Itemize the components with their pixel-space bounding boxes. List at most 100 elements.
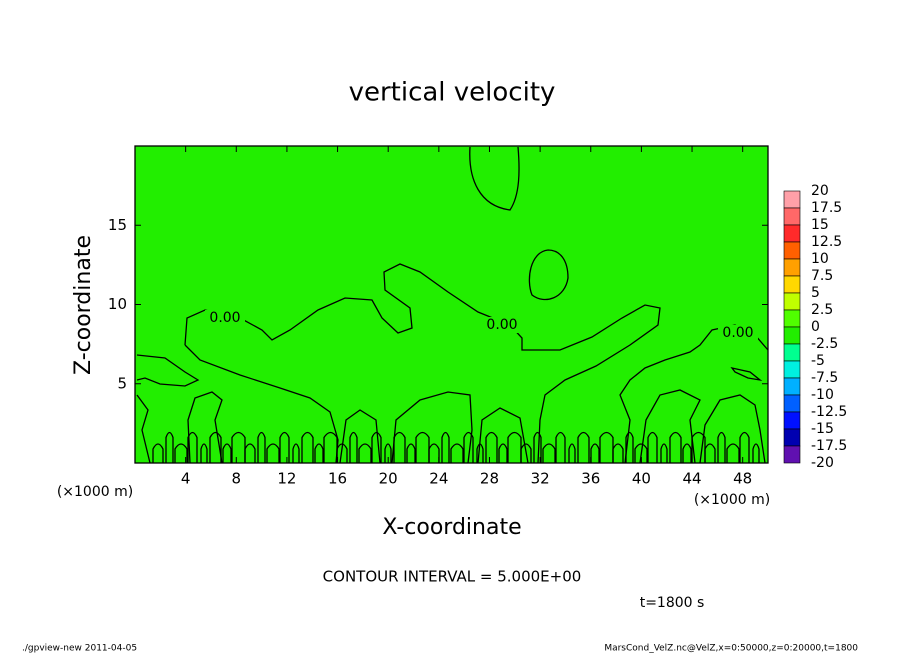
time-label: t=1800 s <box>640 595 705 611</box>
contour-line <box>699 394 766 464</box>
colorbar-box <box>783 275 801 294</box>
colorbar-box <box>783 445 801 464</box>
contour-line <box>568 443 576 463</box>
contour-line <box>349 431 358 463</box>
colorbar-label: 5 <box>811 285 820 301</box>
x-tick-label: 4 <box>181 470 191 488</box>
contour-line <box>704 443 716 463</box>
colorbar-box <box>783 292 801 311</box>
contour-line <box>520 443 532 463</box>
contour-line <box>555 431 566 463</box>
colorbar-label: -7.5 <box>811 370 838 386</box>
contour-line <box>314 443 324 463</box>
x-axis-label: X-coordinate <box>382 515 521 540</box>
x-tick-label: 24 <box>429 470 448 488</box>
contour-line <box>469 146 520 211</box>
colorbar-label: 17.5 <box>811 200 842 216</box>
contour-line <box>209 431 222 463</box>
y-axis-label: Z-coordinate <box>71 235 96 375</box>
contour-line <box>599 431 614 463</box>
colorbar-label: -15 <box>811 421 834 437</box>
contour-line <box>660 443 668 463</box>
contour-line <box>266 443 280 463</box>
contour-line <box>634 443 648 463</box>
x-tick-label: 12 <box>277 470 296 488</box>
contour-line <box>136 394 151 464</box>
contour-line <box>371 431 382 463</box>
footer-right: MarsCond_VelZ.nc@VelZ,x=0:50000,z=0:2000… <box>604 644 858 654</box>
contour-line <box>577 431 590 463</box>
colorbar-label: 10 <box>811 251 829 267</box>
contour-line <box>682 443 692 463</box>
colorbar-label: 7.5 <box>811 268 833 284</box>
contour-label-bg <box>482 317 522 333</box>
contour-line <box>222 443 232 463</box>
y-tick-label: 5 <box>117 374 127 392</box>
contour-line <box>528 249 569 301</box>
contour-line <box>301 431 314 463</box>
contour-line <box>184 263 661 464</box>
colorbar-label: 15 <box>811 217 829 233</box>
contour-line <box>485 431 498 463</box>
contour-line <box>739 431 750 463</box>
y-tick-label: 10 <box>108 295 127 313</box>
colorbar-label: -12.5 <box>811 404 847 420</box>
field <box>135 146 768 463</box>
x-tick-label: 40 <box>632 470 651 488</box>
contour-line <box>477 407 529 464</box>
colorbar-label: -2.5 <box>811 336 838 352</box>
x-units: (×1000 m) <box>57 484 133 500</box>
footer-left: ./gpview-new 2011-04-05 <box>22 644 137 654</box>
contour-line <box>152 443 164 463</box>
x-tick-label: 28 <box>480 470 499 488</box>
contour-line <box>384 443 392 463</box>
x-units: (×1000 m) <box>694 492 770 508</box>
plot-area: 0.00 0.00 0.00 <box>134 145 769 464</box>
contour-line <box>752 443 760 463</box>
contour-line <box>507 431 522 463</box>
colorbar-box <box>783 241 801 260</box>
contour-line <box>647 431 658 463</box>
contour-line <box>730 366 763 382</box>
contour-line <box>393 431 406 463</box>
contour-line <box>136 354 200 387</box>
contour-line <box>231 431 246 463</box>
contour-line <box>187 431 198 463</box>
colorbar-label: -17.5 <box>811 438 847 454</box>
contour-line <box>257 431 266 463</box>
colorbar-box <box>783 428 801 447</box>
contour-line <box>691 431 706 463</box>
contour-line <box>639 389 701 464</box>
colorbar-label: 12.5 <box>811 234 842 250</box>
chart-title: vertical velocity <box>349 78 556 108</box>
x-tick-label: 36 <box>581 470 600 488</box>
colorbar-box <box>783 326 801 345</box>
colorbar-box <box>783 360 801 379</box>
contour-line <box>463 431 474 463</box>
contour-line <box>336 443 348 463</box>
contour-line <box>323 431 338 463</box>
contour-label: 0.00 <box>486 317 517 333</box>
contour-line <box>358 443 372 463</box>
contour-line <box>498 443 508 463</box>
x-tick-label: 20 <box>379 470 398 488</box>
colorbar-box <box>783 394 801 413</box>
contour-line <box>200 443 208 463</box>
colorbar-box <box>783 411 801 430</box>
colorbar-box <box>783 377 801 396</box>
contour-label: 0.00 <box>209 310 240 326</box>
x-tick-label: 16 <box>328 470 347 488</box>
contour-line <box>187 391 223 464</box>
contour-line <box>428 443 440 463</box>
contour-line <box>279 431 290 463</box>
contour-interval: CONTOUR INTERVAL = 5.000E+00 <box>323 568 582 586</box>
contour-line <box>625 431 634 463</box>
contour-line <box>450 443 464 463</box>
colorbar-label: -5 <box>811 353 825 369</box>
contour-line <box>415 431 430 463</box>
contour-line <box>726 443 740 463</box>
contour-line <box>533 431 542 463</box>
contour-line <box>476 443 484 463</box>
colorbar-label: 0 <box>811 319 820 335</box>
